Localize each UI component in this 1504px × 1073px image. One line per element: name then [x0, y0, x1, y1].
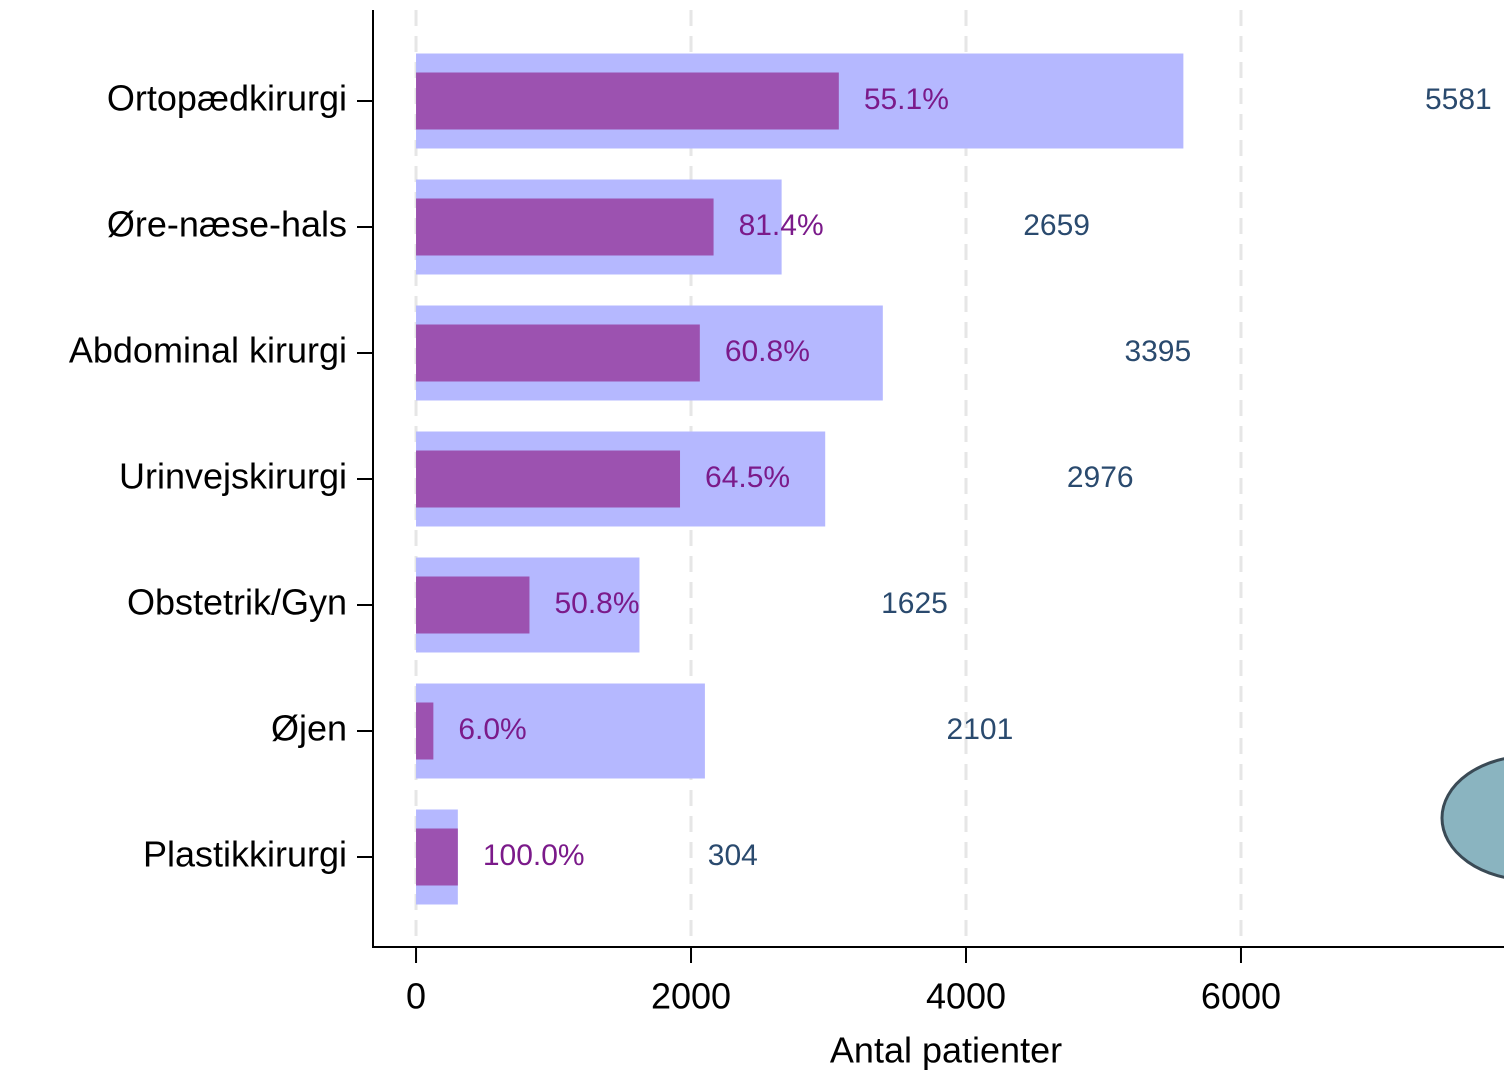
percent-label: 100.0% — [483, 839, 585, 872]
percent-label: 6.0% — [458, 713, 526, 746]
x-axis-label: Antal patienter — [830, 1030, 1062, 1071]
share-bar — [416, 72, 839, 130]
count-label: 1625 — [881, 587, 948, 620]
count-label: 2101 — [947, 713, 1014, 746]
count-label: 2976 — [1067, 461, 1134, 494]
share-bar — [416, 828, 458, 886]
percent-label: 81.4% — [739, 209, 824, 242]
legend-shape — [1440, 757, 1504, 879]
x-tick-label: 4000 — [926, 976, 1006, 1017]
percent-label: 50.8% — [554, 587, 639, 620]
x-tick-label: 0 — [406, 976, 426, 1017]
y-tick-label: Obstetrik/Gyn — [127, 582, 347, 623]
percent-label: 64.5% — [705, 461, 790, 494]
share-bar — [416, 198, 714, 256]
count-label: 2659 — [1023, 209, 1090, 242]
share-bar — [416, 576, 530, 634]
y-tick-label: Ortopædkirurgi — [107, 78, 347, 119]
y-tick-label: Øjen — [271, 708, 347, 749]
count-label: 304 — [708, 839, 758, 872]
percent-label: 55.1% — [864, 83, 949, 116]
y-tick-label: Urinvejskirurgi — [119, 456, 347, 497]
share-bar — [416, 324, 700, 382]
x-tick-label: 2000 — [651, 976, 731, 1017]
x-tick-label: 6000 — [1201, 976, 1281, 1017]
share-bar — [416, 702, 434, 760]
total-bar — [416, 683, 705, 779]
count-label: 3395 — [1124, 335, 1191, 368]
share-bar — [416, 450, 681, 508]
y-tick-label: Abdominal kirurgi — [69, 330, 347, 371]
percent-label: 60.8% — [725, 335, 810, 368]
y-tick-label: Øre-næse-hals — [107, 204, 347, 245]
y-tick-label: Plastikkirurgi — [143, 834, 347, 875]
count-label: 5581 — [1425, 83, 1492, 116]
